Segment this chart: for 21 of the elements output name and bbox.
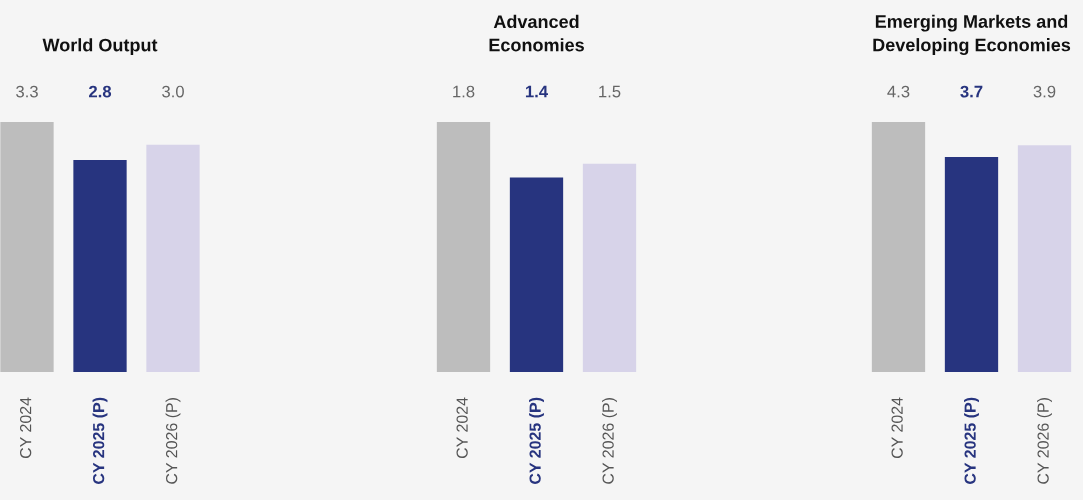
data-label: 1.5 bbox=[599, 85, 621, 98]
chart-title: World Output bbox=[42, 38, 158, 55]
data-label: 3.7 bbox=[960, 85, 983, 98]
x-tick-label: CY 2025 (P) bbox=[529, 397, 544, 484]
x-tick-label: CY 2026 (P) bbox=[1037, 397, 1052, 484]
data-label: 4.3 bbox=[887, 85, 910, 98]
data-label: 3.9 bbox=[1033, 85, 1056, 98]
data-label: 3.0 bbox=[162, 85, 184, 98]
data-label: 3.3 bbox=[16, 85, 38, 98]
chart-title: Emerging Markets and Developing Economies bbox=[873, 14, 1071, 55]
data-label: 1.4 bbox=[525, 85, 548, 98]
data-label: 1.8 bbox=[453, 85, 475, 98]
chart-title: Advanced Economies bbox=[489, 14, 584, 52]
x-tick-label: CY 2024 bbox=[19, 397, 32, 459]
x-tick-label: CY 2025 (P) bbox=[964, 397, 979, 484]
data-label: 2.8 bbox=[89, 85, 112, 98]
x-tick-label: CY 2024 bbox=[891, 397, 903, 459]
x-tick-label: CY 2026 (P) bbox=[165, 397, 181, 484]
x-tick-label: CY 2025 (P) bbox=[92, 397, 108, 484]
x-tick-label: CY 2026 (P) bbox=[602, 397, 617, 484]
x-tick-label: CY 2024 bbox=[456, 397, 468, 459]
